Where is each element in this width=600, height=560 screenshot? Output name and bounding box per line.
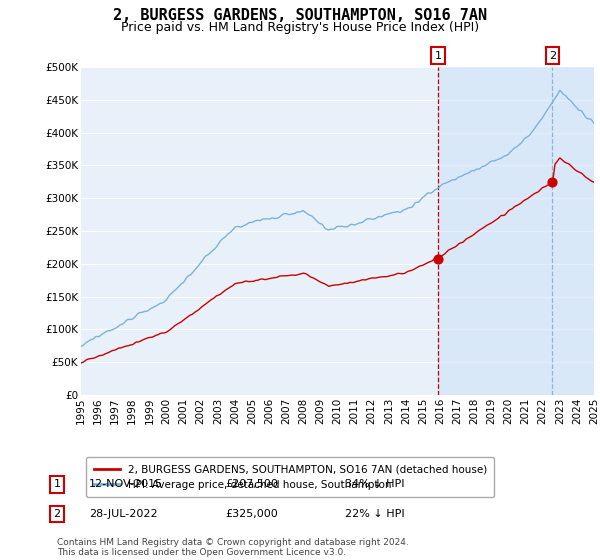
- Text: 34% ↓ HPI: 34% ↓ HPI: [345, 479, 404, 489]
- Text: 2, BURGESS GARDENS, SOUTHAMPTON, SO16 7AN: 2, BURGESS GARDENS, SOUTHAMPTON, SO16 7A…: [113, 8, 487, 24]
- Text: 1: 1: [434, 50, 442, 60]
- Text: £325,000: £325,000: [225, 509, 278, 519]
- Text: Contains HM Land Registry data © Crown copyright and database right 2024.
This d: Contains HM Land Registry data © Crown c…: [57, 538, 409, 557]
- Text: 12-NOV-2015: 12-NOV-2015: [89, 479, 163, 489]
- Bar: [438, 67, 594, 395]
- Text: Price paid vs. HM Land Registry's House Price Index (HPI): Price paid vs. HM Land Registry's House …: [121, 21, 479, 34]
- Point: [548, 178, 557, 186]
- Legend: 2, BURGESS GARDENS, SOUTHAMPTON, SO16 7AN (detached house), HPI: Average price, : 2, BURGESS GARDENS, SOUTHAMPTON, SO16 7A…: [86, 458, 494, 497]
- Point: [433, 254, 443, 263]
- Text: 2: 2: [549, 50, 556, 60]
- Text: 2: 2: [53, 509, 61, 519]
- Text: 28-JUL-2022: 28-JUL-2022: [89, 509, 157, 519]
- Text: £207,500: £207,500: [225, 479, 278, 489]
- Text: 1: 1: [53, 479, 61, 489]
- Text: 22% ↓ HPI: 22% ↓ HPI: [345, 509, 404, 519]
